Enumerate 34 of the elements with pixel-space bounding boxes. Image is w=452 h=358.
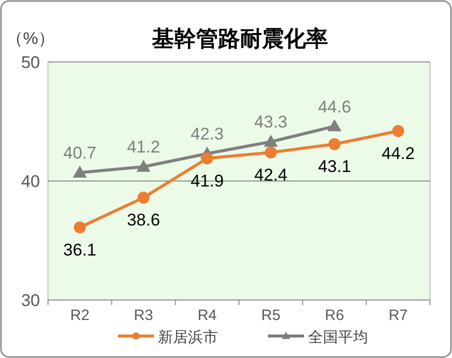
x-tick-label: R5 bbox=[261, 307, 280, 324]
data-label: 44.6 bbox=[318, 97, 352, 116]
chart-title: 基幹管路耐震化率 bbox=[151, 26, 328, 51]
legend-label: 新居浜市 bbox=[158, 329, 218, 346]
point bbox=[264, 146, 277, 158]
point bbox=[392, 125, 404, 138]
point bbox=[136, 160, 150, 172]
data-label: 40.7 bbox=[63, 144, 96, 163]
y-tick-label: 50 bbox=[21, 53, 40, 72]
x-tick-label: R7 bbox=[388, 307, 408, 324]
data-label: 41.9 bbox=[190, 171, 224, 190]
y-tick-label: 30 bbox=[21, 291, 40, 310]
data-label: 36.1 bbox=[63, 240, 96, 260]
point bbox=[328, 138, 340, 150]
x-tick-label: R3 bbox=[134, 307, 154, 324]
y-axis-title: （%） bbox=[6, 29, 56, 48]
data-label: 43.3 bbox=[254, 112, 288, 132]
data-label: 43.1 bbox=[318, 157, 352, 176]
point bbox=[328, 119, 342, 132]
point bbox=[138, 192, 150, 204]
y-tick-label: 40 bbox=[21, 172, 40, 191]
point bbox=[74, 221, 86, 234]
x-tick-label: R6 bbox=[324, 307, 344, 324]
legend-label: 全国平均 bbox=[308, 329, 368, 346]
x-tick-label: R2 bbox=[70, 307, 90, 324]
data-label: 41.2 bbox=[126, 138, 160, 157]
point bbox=[72, 166, 87, 178]
data-label: 44.2 bbox=[382, 144, 415, 164]
data-label: 38.6 bbox=[126, 210, 160, 230]
point bbox=[264, 134, 278, 147]
point bbox=[201, 152, 214, 164]
x-tick-label: R4 bbox=[198, 307, 217, 324]
data-label: 42.4 bbox=[254, 165, 288, 184]
data-label: 42.3 bbox=[190, 124, 224, 144]
